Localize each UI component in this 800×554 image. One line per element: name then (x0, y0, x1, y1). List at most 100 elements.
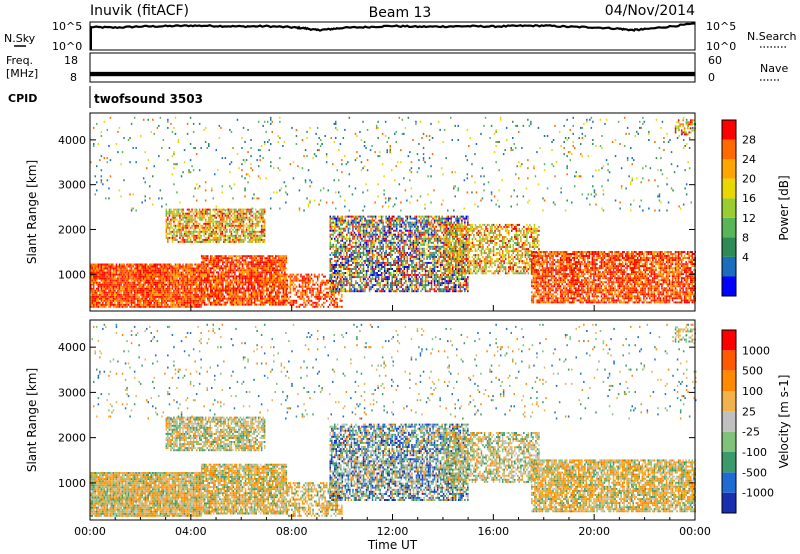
power-cell (341, 281, 343, 284)
power-cell (127, 303, 130, 306)
power-cell (219, 257, 221, 260)
power-cell (228, 261, 230, 264)
power-cell (219, 273, 221, 276)
power-cell (374, 278, 377, 281)
power-cell (352, 215, 354, 218)
power-cell (343, 235, 345, 238)
power-cell (253, 275, 256, 278)
power-cell (266, 279, 268, 282)
power-cell (167, 265, 169, 268)
power-cell (220, 238, 222, 241)
power-cell (111, 303, 113, 306)
power-cell (355, 270, 357, 272)
power-cell (222, 263, 224, 266)
power-cell (121, 293, 124, 296)
power-cell (158, 305, 160, 308)
power-cell (164, 281, 166, 284)
power-cell (382, 229, 384, 232)
power-cell (353, 286, 356, 289)
power-cell (241, 232, 243, 235)
power-cell (239, 212, 242, 215)
power-cell (135, 263, 137, 266)
power-cell (382, 247, 384, 250)
power-cell (97, 299, 100, 302)
power-cell (246, 255, 248, 258)
power-cell (165, 236, 168, 239)
power-cell (374, 237, 377, 240)
power-cell (96, 265, 98, 268)
power-cell (241, 240, 243, 243)
power-cell (198, 305, 201, 308)
power-cell (261, 299, 263, 302)
power-cell (385, 264, 387, 266)
power-cell (304, 291, 307, 294)
power-cell (221, 226, 224, 229)
power-cell (114, 305, 116, 308)
power-cell (168, 297, 171, 300)
power-cell (106, 277, 109, 280)
power-cell (213, 267, 215, 270)
power-cell (203, 297, 206, 300)
power-cell (333, 305, 335, 308)
power-cell (240, 279, 242, 282)
power-cell (353, 288, 356, 291)
power-cell (204, 208, 207, 211)
power-cell (337, 221, 339, 224)
power-cell (186, 226, 189, 229)
power-cell (258, 289, 260, 292)
power-cell (319, 285, 322, 288)
power-cell (329, 227, 331, 230)
power-cell (144, 287, 146, 290)
power-cell (183, 267, 186, 270)
power-cell (211, 218, 213, 221)
power-cell (197, 295, 199, 298)
beam-title: Beam 13 (369, 5, 432, 21)
power-cell (91, 301, 93, 304)
power-cell (279, 257, 282, 260)
power-cell (379, 284, 381, 287)
power-cell (359, 247, 362, 250)
power-cell (346, 247, 348, 250)
power-cell (334, 276, 336, 279)
power-cell (284, 255, 286, 258)
power-cell (300, 295, 302, 298)
power-cell (139, 277, 142, 280)
power-cell (192, 293, 195, 296)
power-cell (179, 228, 181, 231)
power-cell (94, 271, 96, 274)
power-cell (170, 295, 172, 298)
power-cell (127, 275, 130, 278)
power-cell (253, 257, 256, 260)
power-cell (222, 259, 224, 262)
power-cell (223, 255, 226, 258)
power-cell (340, 261, 342, 264)
power-cell (253, 271, 256, 274)
power-cell (382, 249, 384, 252)
power-cell (100, 287, 103, 290)
power-cell (210, 285, 212, 288)
power-cell (358, 251, 360, 254)
power-cell (152, 263, 154, 266)
power-cell (162, 295, 165, 298)
power-cell (301, 275, 304, 278)
power-cell (162, 271, 165, 274)
power-cell (370, 245, 372, 248)
power-cell (248, 230, 251, 233)
power-cell (241, 291, 244, 294)
power-cell (340, 233, 342, 236)
power-cell (220, 289, 223, 292)
power-cell (139, 279, 142, 282)
power-cell (127, 299, 130, 302)
power-cell (270, 285, 272, 288)
power-cell (359, 276, 362, 279)
power-cell (120, 273, 122, 276)
power-cell (275, 301, 277, 304)
power-cell (165, 273, 168, 276)
power-cell (174, 273, 177, 276)
power-cell (103, 277, 106, 280)
power-cell (144, 265, 146, 268)
power-cell (382, 233, 384, 236)
power-cell (223, 289, 226, 292)
power-cell (142, 295, 145, 298)
power-cell (182, 208, 184, 211)
